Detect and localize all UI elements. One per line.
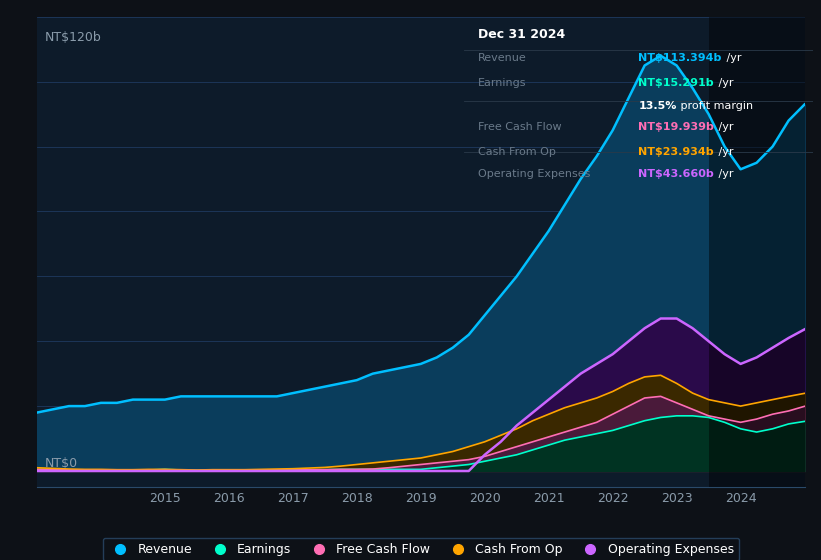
Text: Earnings: Earnings <box>478 78 526 88</box>
Bar <box>709 1 811 487</box>
Text: Operating Expenses: Operating Expenses <box>478 169 590 179</box>
Text: 13.5%: 13.5% <box>639 101 677 111</box>
Text: /yr: /yr <box>722 53 741 63</box>
Text: /yr: /yr <box>715 147 734 157</box>
Text: Free Cash Flow: Free Cash Flow <box>478 123 562 133</box>
Text: /yr: /yr <box>715 78 734 88</box>
Text: NT$43.660b: NT$43.660b <box>639 169 714 179</box>
Text: NT$0: NT$0 <box>44 457 78 470</box>
Text: profit margin: profit margin <box>677 101 753 111</box>
Text: /yr: /yr <box>715 123 734 133</box>
Text: Revenue: Revenue <box>478 53 526 63</box>
Text: NT$113.394b: NT$113.394b <box>639 53 722 63</box>
Text: NT$19.939b: NT$19.939b <box>639 123 714 133</box>
Text: Cash From Op: Cash From Op <box>478 147 556 157</box>
Text: NT$120b: NT$120b <box>44 31 101 44</box>
Legend: Revenue, Earnings, Free Cash Flow, Cash From Op, Operating Expenses: Revenue, Earnings, Free Cash Flow, Cash … <box>103 538 739 560</box>
Text: /yr: /yr <box>715 169 734 179</box>
Text: Dec 31 2024: Dec 31 2024 <box>478 29 565 41</box>
Text: NT$23.934b: NT$23.934b <box>639 147 714 157</box>
Text: NT$15.291b: NT$15.291b <box>639 78 714 88</box>
